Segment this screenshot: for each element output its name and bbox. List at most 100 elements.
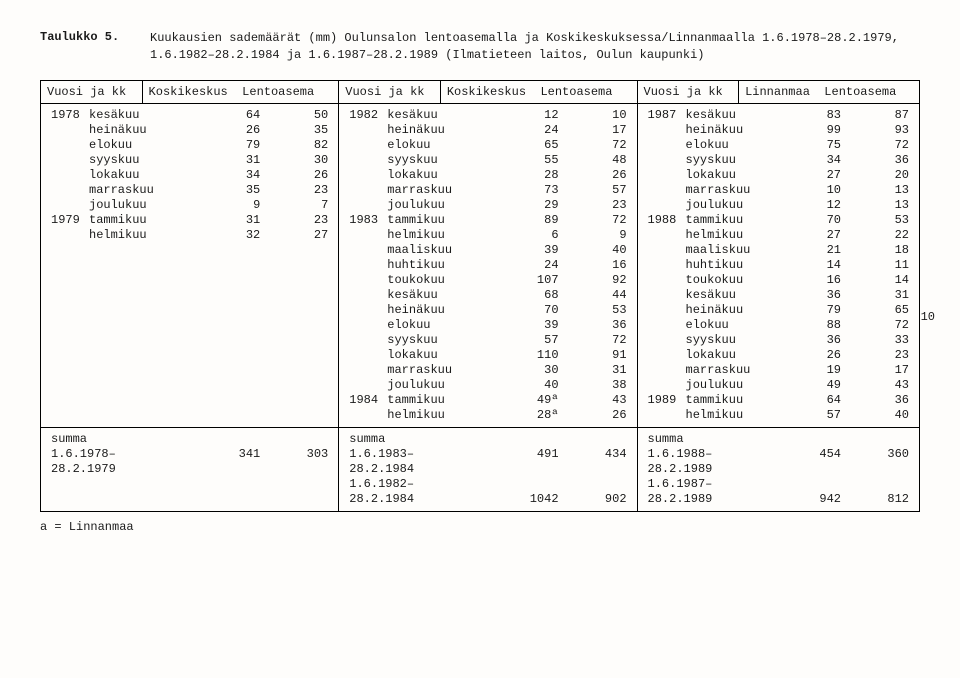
summary-value bbox=[505, 477, 563, 492]
summary-value bbox=[787, 432, 845, 447]
value-cell: 99 bbox=[787, 123, 845, 138]
value-cell: 92 bbox=[563, 273, 631, 288]
year-cell bbox=[644, 228, 682, 243]
summary-label: 1.6.1983– bbox=[345, 447, 504, 462]
data-row: helmikuu3227 bbox=[47, 228, 332, 243]
month-cell: lokakuu bbox=[383, 348, 504, 363]
month-cell: helmikuu bbox=[682, 228, 787, 243]
data-row: helmikuu69 bbox=[345, 228, 630, 243]
data-row: toukokuu1614 bbox=[644, 273, 913, 288]
value-cell: 68 bbox=[505, 288, 563, 303]
data-row: huhtikuu1411 bbox=[644, 258, 913, 273]
value-cell: 57 bbox=[563, 183, 631, 198]
year-cell: 1978 bbox=[47, 108, 85, 123]
value-cell: 34 bbox=[206, 168, 264, 183]
year-cell bbox=[644, 363, 682, 378]
data-row: heinäkuu2635 bbox=[47, 123, 332, 138]
data-row: marraskuu1013 bbox=[644, 183, 913, 198]
value-cell: 31 bbox=[206, 213, 264, 228]
value-cell: 39 bbox=[505, 243, 563, 258]
data-row: helmikuu5740 bbox=[644, 408, 913, 423]
summary-value: 812 bbox=[845, 492, 913, 507]
data-row: toukokuu10792 bbox=[345, 273, 630, 288]
summary-value bbox=[264, 462, 332, 477]
year-cell bbox=[644, 258, 682, 273]
value-cell: 30 bbox=[505, 363, 563, 378]
data-row: maaliskuu2118 bbox=[644, 243, 913, 258]
value-cell: 22 bbox=[845, 228, 913, 243]
year-cell bbox=[644, 333, 682, 348]
value-cell: 27 bbox=[787, 228, 845, 243]
value-cell: 7 bbox=[264, 198, 332, 213]
month-cell: elokuu bbox=[383, 318, 504, 333]
value-cell: 32 bbox=[206, 228, 264, 243]
value-cell: 44 bbox=[563, 288, 631, 303]
summary-value bbox=[787, 462, 845, 477]
value-cell: 88 bbox=[787, 318, 845, 333]
data-row: marraskuu3523 bbox=[47, 183, 332, 198]
value-cell: 16 bbox=[787, 273, 845, 288]
month-cell: heinäkuu bbox=[383, 123, 504, 138]
year-cell bbox=[345, 258, 383, 273]
table-title: Kuukausien sademäärät (mm) Oulunsalon le… bbox=[150, 30, 920, 64]
col-header: Linnanmaa Lentoasema bbox=[739, 80, 920, 103]
year-cell: 1989 bbox=[644, 393, 682, 408]
value-cell: 26 bbox=[563, 168, 631, 183]
value-cell: 19 bbox=[787, 363, 845, 378]
data-row: marraskuu3031 bbox=[345, 363, 630, 378]
year-cell bbox=[345, 333, 383, 348]
value-cell: 43 bbox=[845, 378, 913, 393]
value-cell: 24 bbox=[505, 258, 563, 273]
summary-label: 28.2.1989 bbox=[644, 492, 787, 507]
value-cell: 23 bbox=[563, 198, 631, 213]
year-cell bbox=[644, 408, 682, 423]
value-cell: 16 bbox=[563, 258, 631, 273]
month-cell: lokakuu bbox=[682, 168, 787, 183]
data-row: heinäkuu7965 bbox=[644, 303, 913, 318]
summary-value bbox=[787, 477, 845, 492]
data-row: elokuu6572 bbox=[345, 138, 630, 153]
summary-value: 434 bbox=[563, 447, 631, 462]
table-data-row: 1978kesäkuu6450heinäkuu2635elokuu7982syy… bbox=[41, 103, 920, 427]
data-row: joulukuu2923 bbox=[345, 198, 630, 213]
year-cell bbox=[345, 318, 383, 333]
value-cell: 12 bbox=[505, 108, 563, 123]
value-cell: 23 bbox=[845, 348, 913, 363]
month-cell: marraskuu bbox=[383, 183, 504, 198]
month-cell: maaliskuu bbox=[682, 243, 787, 258]
data-row: marraskuu7357 bbox=[345, 183, 630, 198]
summary-value bbox=[563, 462, 631, 477]
value-cell: 14 bbox=[787, 258, 845, 273]
month-cell: lokakuu bbox=[682, 348, 787, 363]
value-cell: 40 bbox=[505, 378, 563, 393]
value-cell: 64 bbox=[787, 393, 845, 408]
summary-row: 1.6.1983–491434 bbox=[345, 447, 630, 462]
year-cell bbox=[345, 183, 383, 198]
month-cell: tammikuu bbox=[682, 213, 787, 228]
month-cell: huhtikuu bbox=[682, 258, 787, 273]
summary-row: summa bbox=[345, 432, 630, 447]
summary-label: 28.2.1979 bbox=[47, 462, 206, 477]
year-cell bbox=[644, 138, 682, 153]
summary-value: 491 bbox=[505, 447, 563, 462]
data-row: elokuu7572 bbox=[644, 138, 913, 153]
year-cell bbox=[345, 153, 383, 168]
month-cell: toukokuu bbox=[682, 273, 787, 288]
value-cell: 36 bbox=[787, 333, 845, 348]
month-cell: toukokuu bbox=[383, 273, 504, 288]
summary-label: 28.2.1989 bbox=[644, 462, 787, 477]
year-cell: 1983 bbox=[345, 213, 383, 228]
year-cell bbox=[644, 243, 682, 258]
summary-row: 1.6.1982– bbox=[345, 477, 630, 492]
value-cell: 11 bbox=[845, 258, 913, 273]
year-cell bbox=[345, 288, 383, 303]
value-cell: 10 bbox=[787, 183, 845, 198]
data-row: 1988tammikuu7053 bbox=[644, 213, 913, 228]
data-row: heinäkuu9993 bbox=[644, 123, 913, 138]
summary-row: 28.2.19841042902 bbox=[345, 492, 630, 507]
value-cell: 29 bbox=[505, 198, 563, 213]
summary-label: summa bbox=[47, 432, 206, 447]
year-cell bbox=[47, 228, 85, 243]
data-row: kesäkuu3631 bbox=[644, 288, 913, 303]
summary-value bbox=[206, 462, 264, 477]
